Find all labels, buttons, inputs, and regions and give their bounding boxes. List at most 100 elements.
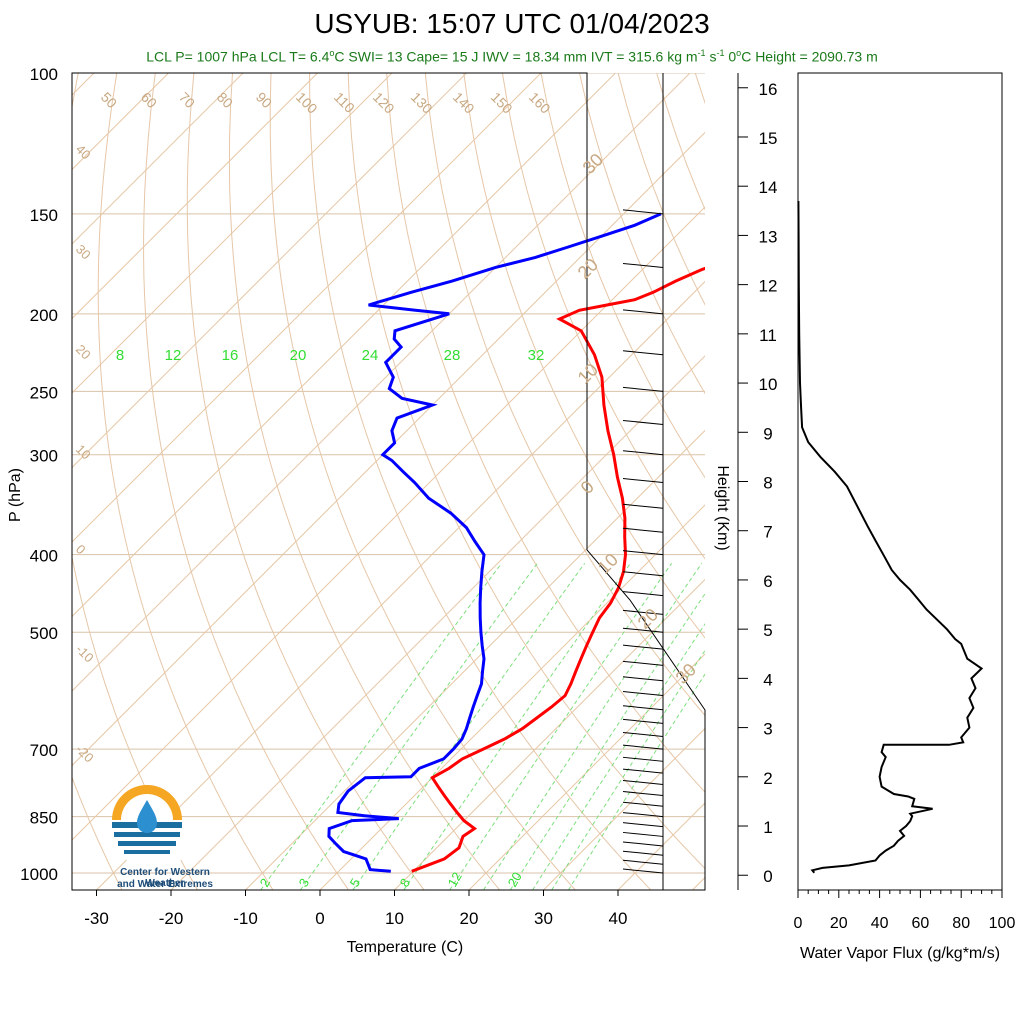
mixing-ratio-line xyxy=(352,563,586,890)
wind-barb xyxy=(622,309,664,315)
dry-adiabat xyxy=(424,73,705,717)
height-tick-label: 11 xyxy=(759,326,777,345)
pressure-tick-label: 150 xyxy=(30,206,58,225)
mixing-ratio-label: 20 xyxy=(505,869,525,889)
pressure-tick-label: 500 xyxy=(30,624,58,643)
wind-barb xyxy=(622,419,664,425)
height-tick-label: 0 xyxy=(763,867,772,886)
isotherm-line xyxy=(468,653,705,890)
wind-barb xyxy=(622,644,664,650)
dry-adiabat xyxy=(617,73,705,306)
mixing-ratio-line xyxy=(568,673,705,890)
wind-barb xyxy=(622,791,664,797)
pressure-tick-label: 200 xyxy=(30,306,58,325)
flux-tick-label: 20 xyxy=(830,915,848,932)
subtitle-lcl-t-unit: C xyxy=(334,48,345,65)
isotherm-line xyxy=(96,280,705,890)
isotherm-line xyxy=(319,504,705,890)
dry-adiabat xyxy=(927,73,1024,890)
isotherm-line xyxy=(72,73,169,171)
wind-barb xyxy=(622,527,664,533)
skewt-frame xyxy=(71,72,706,891)
height-tick-label: 5 xyxy=(763,621,772,640)
height-tick-label: 6 xyxy=(763,572,772,591)
wind-barb xyxy=(622,660,664,666)
dry-adiabat xyxy=(72,73,198,890)
dry-adiabat xyxy=(269,73,576,890)
flux-tick-label: 100 xyxy=(989,915,1016,932)
isotherm-line xyxy=(170,355,705,890)
isotherm-label: 40 xyxy=(73,142,94,163)
mixing-ratio-line xyxy=(449,563,673,890)
wind-barb xyxy=(622,550,664,556)
dry-adiabat xyxy=(463,73,705,639)
subtitle-rest3: 0 xyxy=(724,48,737,65)
isotherm-label: 110 xyxy=(331,89,358,116)
wind-barb xyxy=(622,779,664,785)
mixing-ratio-label: 32 xyxy=(528,347,545,364)
wind-barb xyxy=(622,768,664,774)
pressure-tick-label: 100 xyxy=(30,65,58,84)
mixing-ratio-line xyxy=(532,623,705,890)
x-axis-label: Temperature (C) xyxy=(347,939,463,956)
wind-barb xyxy=(622,386,664,392)
dry-adiabat xyxy=(347,73,705,870)
pressure-tick-label: 400 xyxy=(30,547,58,566)
logo-line2: and Water Extremes xyxy=(117,879,213,890)
height-tick-label: 8 xyxy=(763,474,772,493)
dry-adiabat xyxy=(850,73,1024,890)
wind-barb xyxy=(622,676,664,682)
height-tick-label: 12 xyxy=(759,277,778,296)
temperature-tick-label: 10 xyxy=(385,909,404,928)
wind-barb xyxy=(622,812,664,818)
flux-tick-label: 40 xyxy=(871,915,889,932)
isotherm-line xyxy=(72,206,705,841)
temperature-tick-label: -10 xyxy=(233,909,258,928)
mixing-ratio-label: 28 xyxy=(444,347,461,364)
isotherm-label: 60 xyxy=(138,89,160,111)
water-vapor-flux-line xyxy=(797,200,984,874)
isotherm-label: 160 xyxy=(526,89,554,117)
pressure-tick-label: 1000 xyxy=(20,865,58,884)
isotherm-label: 150 xyxy=(488,89,516,117)
dry-adiabat xyxy=(309,73,652,890)
wind-barb xyxy=(622,841,664,847)
flux-tick-label: 80 xyxy=(952,915,970,932)
isotherm-line xyxy=(767,73,1024,890)
dry-adiabat xyxy=(143,73,350,890)
mixing-ratio-line xyxy=(551,649,705,890)
temperature-tick-label: -20 xyxy=(159,909,184,928)
cw3e-logo: Center for Western Weather and Water Ext… xyxy=(100,782,230,892)
dry-adiabat xyxy=(386,73,705,793)
wind-barb xyxy=(622,822,664,828)
y-axis-label: P (hPa) xyxy=(7,468,24,522)
isotherm-line xyxy=(72,73,691,692)
mixing-ratio-label: 20 xyxy=(290,347,307,364)
isotherm-line xyxy=(72,73,393,394)
isotherm-label: 80 xyxy=(214,89,236,111)
subtitle-prefix: LCL P= 1007 hPa LCL T= 6.4 xyxy=(146,48,330,65)
logo-line1: Center for Western Weather xyxy=(120,867,210,889)
isotherm-label: 130 xyxy=(408,89,436,117)
mixing-ratio-label: 8 xyxy=(116,347,124,364)
mixing-ratio-label: 3 xyxy=(296,876,313,890)
isotherm-label: 10 xyxy=(73,442,94,463)
height-tick-label: 13 xyxy=(759,227,778,246)
height-tick-label: 3 xyxy=(763,720,772,739)
dry-adiabat xyxy=(228,73,501,890)
isotherm-line xyxy=(394,578,705,890)
wind-barb xyxy=(622,859,664,865)
height-tick-label: 14 xyxy=(759,178,778,197)
degree-symbol: o xyxy=(329,48,335,58)
wind-barb xyxy=(622,801,664,807)
wind-barb xyxy=(622,718,664,724)
mixing-ratio-label: 12 xyxy=(445,869,465,889)
subtitle-sup2: -1 xyxy=(716,48,725,58)
temperature-tick-label: 30 xyxy=(534,909,553,928)
subtitle-sup1: -1 xyxy=(697,48,706,58)
wind-barb xyxy=(622,571,664,577)
isotherm-label: -20 xyxy=(73,742,97,766)
pressure-tick-label: 250 xyxy=(30,383,58,402)
dry-adiabat xyxy=(501,73,705,560)
mixing-ratio-line xyxy=(299,563,538,890)
